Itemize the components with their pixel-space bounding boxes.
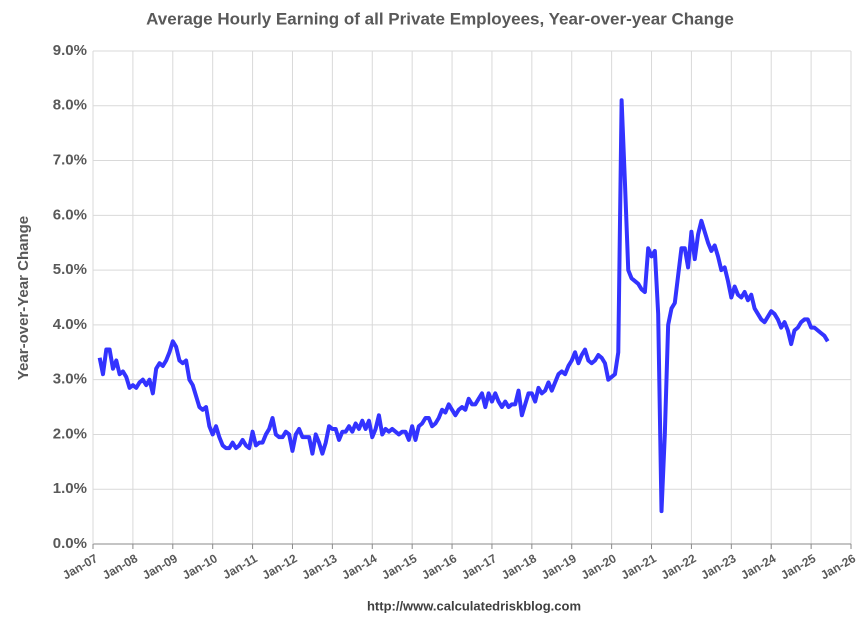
y-tick-label: 5.0%	[53, 261, 87, 278]
x-tick-label: Jan-12	[260, 551, 300, 582]
x-tick-label: Jan-10	[180, 551, 220, 582]
x-tick-label: Jan-18	[499, 551, 539, 582]
x-tick-label: Jan-26	[818, 551, 858, 582]
x-tick-label: Jan-08	[100, 551, 140, 582]
x-tick-label: Jan-14	[339, 551, 379, 582]
x-tick-label: Jan-11	[220, 551, 260, 582]
data-line	[97, 98, 830, 514]
y-tick-label: 8.0%	[53, 97, 87, 114]
x-tick-label: Jan-22	[659, 551, 699, 582]
y-tick-label: 9.0%	[53, 42, 87, 59]
x-tick-label: Jan-17	[459, 551, 499, 582]
x-tick-label: Jan-09	[140, 551, 180, 582]
x-tick-label: Jan-16	[419, 551, 459, 582]
source-annotation: http://www.calculatedriskblog.com	[367, 598, 581, 613]
y-tick-label: 0.0%	[53, 535, 87, 552]
x-tick-label: Jan-23	[698, 551, 738, 582]
x-tick-label: Jan-21	[619, 551, 659, 582]
y-tick-label: 7.0%	[53, 152, 87, 169]
y-tick-label: 6.0%	[53, 206, 87, 223]
x-tick-label: Jan-13	[300, 551, 340, 582]
x-tick-label: Jan-19	[539, 551, 579, 582]
y-tick-label: 3.0%	[53, 371, 87, 388]
x-tick-label: Jan-25	[778, 551, 818, 582]
y-axis-label: Year-over-Year Change	[15, 216, 32, 380]
y-tick-label: 2.0%	[53, 425, 87, 442]
x-tick-label: Jan-20	[579, 551, 619, 582]
x-tick-label: Jan-24	[738, 551, 778, 582]
x-tick-label: Jan-15	[379, 551, 419, 582]
x-tick-label: Jan-07	[60, 551, 100, 582]
chart-title: Average Hourly Earning of all Private Em…	[146, 9, 734, 28]
y-tick-label: 1.0%	[53, 480, 87, 497]
y-tick-label: 4.0%	[53, 316, 87, 333]
